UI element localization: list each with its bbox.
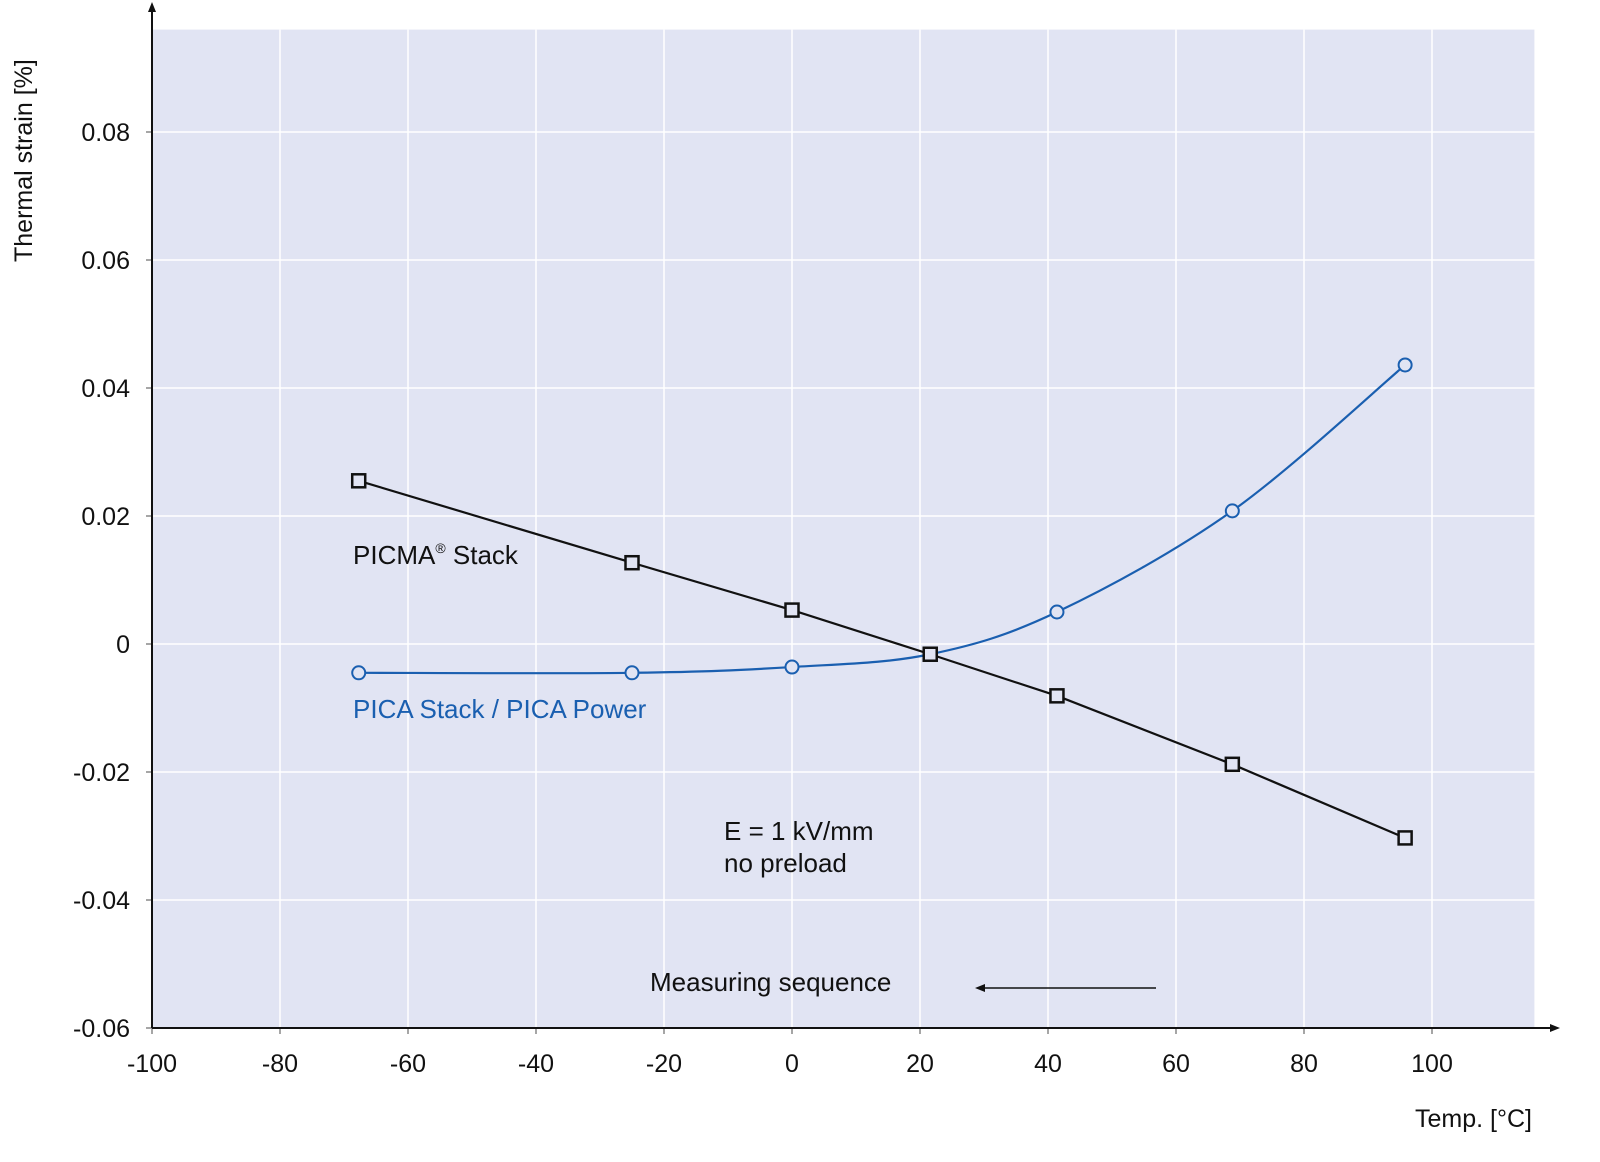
data-point-picma: [784, 602, 800, 618]
picma-label-rest: Stack: [446, 540, 519, 570]
data-point-pica: [351, 665, 367, 681]
x-tick-label: 20: [906, 1050, 934, 1078]
registered-mark: ®: [435, 540, 446, 556]
x-axis-arrow-icon: [1550, 1024, 1560, 1032]
grid: [152, 29, 1535, 1028]
data-point-pica: [1049, 604, 1065, 620]
data-point-pica: [784, 659, 800, 675]
y-axis-arrow-icon: [148, 2, 156, 12]
y-tick-label: 0.02: [81, 503, 130, 531]
x-tick-label: 60: [1162, 1050, 1190, 1078]
y-tick-label: -0.04: [73, 887, 130, 915]
series-label-pica: PICA Stack / PICA Power: [353, 694, 647, 724]
data-point-pica: [1224, 503, 1240, 519]
annotation-field: E = 1 kV/mm: [724, 816, 874, 846]
data-point-pica: [1397, 357, 1413, 373]
y-tick-label: -0.02: [73, 759, 130, 787]
data-point-picma: [1224, 756, 1241, 773]
data-point-picma: [1049, 688, 1065, 704]
x-tick-label: -100: [127, 1050, 177, 1078]
data-point-picma: [624, 554, 640, 571]
y-tick-label: 0.06: [81, 247, 130, 275]
plot-area: [152, 29, 1535, 1029]
series: [350, 357, 1413, 846]
picma-label-text: PICMA: [353, 540, 436, 570]
y-tick-label: 0.04: [81, 375, 130, 403]
y-tick-label: 0.08: [81, 119, 130, 147]
x-axis-label: Temp. [°C]: [1415, 1105, 1532, 1133]
axes: [146, 2, 1560, 1034]
tick-labels: -100 -80 -60 -40 -20 0 20 40 60 80 100 -0.06 -0.04 -0…: [73, 119, 1453, 1078]
y-tick-label: -0.06: [73, 1015, 130, 1043]
x-tick-label: 40: [1034, 1050, 1062, 1078]
x-tick-label: -60: [390, 1050, 426, 1078]
data-point-pica: [624, 665, 640, 681]
x-tick-label: 80: [1290, 1050, 1318, 1078]
annotation-preload: no preload: [724, 848, 847, 878]
x-tick-label: -40: [518, 1050, 554, 1078]
series-label-picma: PICMA® Stack: [353, 540, 519, 570]
annotation-sequence: Measuring sequence: [650, 967, 891, 997]
x-tick-label: 0: [785, 1050, 799, 1078]
data-point-picma: [1397, 830, 1413, 846]
x-tick-label: 100: [1411, 1050, 1453, 1078]
x-tick-label: -20: [646, 1050, 682, 1078]
data-point-picma: [350, 473, 367, 489]
y-axis-label: Thermal strain [%]: [10, 59, 38, 262]
x-tick-label: -80: [262, 1050, 298, 1078]
y-tick-label: 0: [116, 631, 130, 659]
sequence-arrow-icon: [975, 984, 1156, 992]
data-point-picma: [922, 646, 938, 662]
